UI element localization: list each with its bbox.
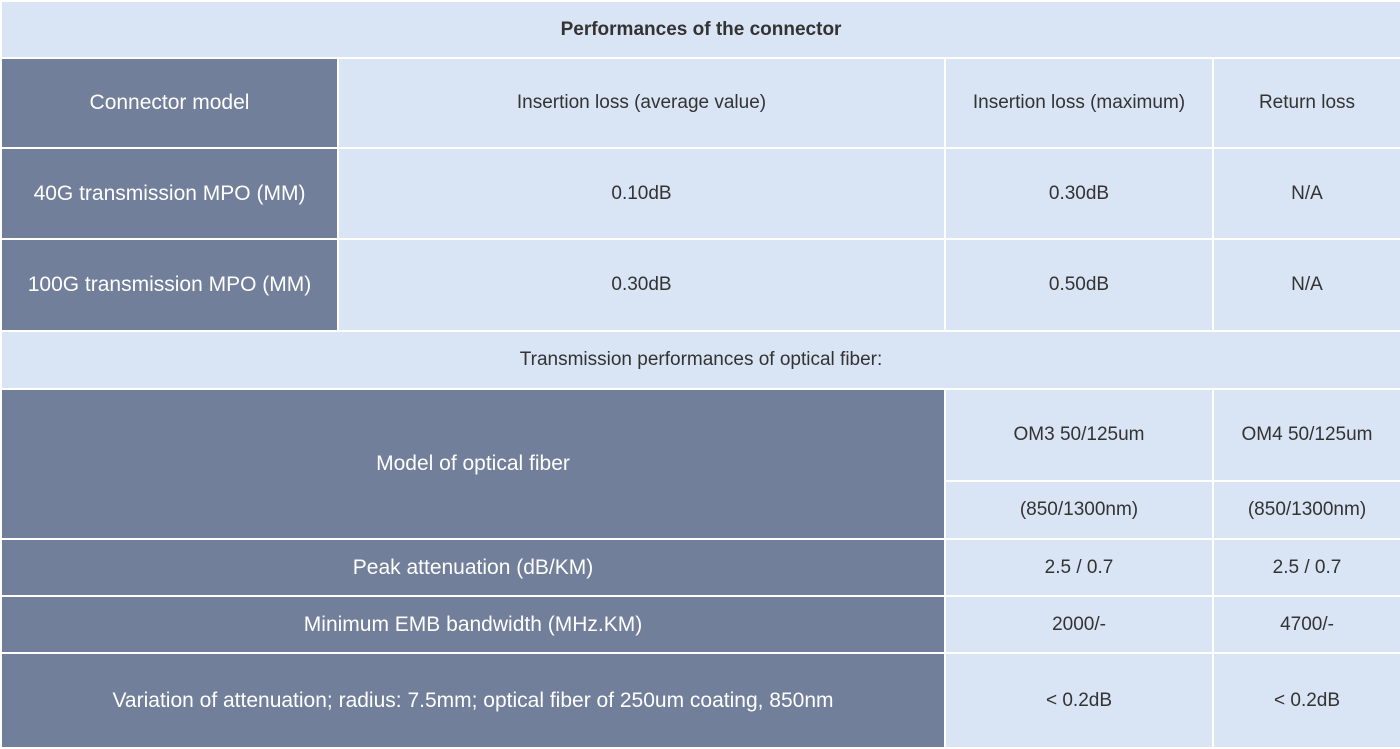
row: Minimum EMB bandwidth (MHz.KM) 2000/- 47… — [0, 595, 1400, 654]
row: Variation of attenuation; radius: 7.5mm;… — [0, 652, 1400, 749]
row: Peak attenuation (dB/KM) 2.5 / 0.7 2.5 /… — [0, 538, 1400, 597]
row-label: 100G transmission MPO (MM) — [0, 238, 339, 332]
row-label: 40G transmission MPO (MM) — [0, 147, 339, 240]
header-cell: Insertion loss (maximum) — [944, 57, 1214, 149]
cell: 0.10dB — [337, 147, 946, 240]
header-row: Model of optical fiber OM3 50/125um OM4 … — [0, 388, 1400, 540]
cell: 2.5 / 0.7 — [1211, 538, 1400, 597]
header-row: Connector model Insertion loss (average … — [0, 57, 1400, 149]
header-cell: Return loss — [1211, 57, 1400, 149]
cell: N/A — [1211, 238, 1400, 332]
table-title: Performances of the connector — [0, 0, 1400, 59]
row-label: Variation of attenuation; radius: 7.5mm;… — [0, 652, 946, 749]
cell: 2000/- — [944, 595, 1214, 654]
header-cell: Insertion loss (average value) — [337, 57, 946, 149]
header-cell: (850/1300nm) — [1211, 480, 1400, 540]
row: Performances of the connector — [0, 0, 1400, 59]
cell: N/A — [1211, 147, 1400, 240]
cell: 0.30dB — [944, 147, 1214, 240]
cell: 4700/- — [1211, 595, 1400, 654]
cell: 2.5 / 0.7 — [944, 538, 1214, 597]
header-cell: OM4 50/125um — [1211, 388, 1400, 482]
cell: < 0.2dB — [1211, 652, 1400, 749]
cell: 0.30dB — [337, 238, 946, 332]
header-cell: (850/1300nm) — [944, 480, 1214, 540]
row: 100G transmission MPO (MM) 0.30dB 0.50dB… — [0, 238, 1400, 332]
header-cell: Model of optical fiber — [0, 388, 946, 540]
cell: < 0.2dB — [944, 652, 1214, 749]
section-title: Transmission performances of optical fib… — [0, 330, 1400, 390]
row-label: Peak attenuation (dB/KM) — [0, 538, 946, 597]
row-label: Minimum EMB bandwidth (MHz.KM) — [0, 595, 946, 654]
header-cell: Connector model — [0, 57, 339, 149]
row: Transmission performances of optical fib… — [0, 330, 1400, 390]
row: 40G transmission MPO (MM) 0.10dB 0.30dB … — [0, 147, 1400, 240]
header-cell: OM3 50/125um — [944, 388, 1214, 482]
cell: 0.50dB — [944, 238, 1214, 332]
